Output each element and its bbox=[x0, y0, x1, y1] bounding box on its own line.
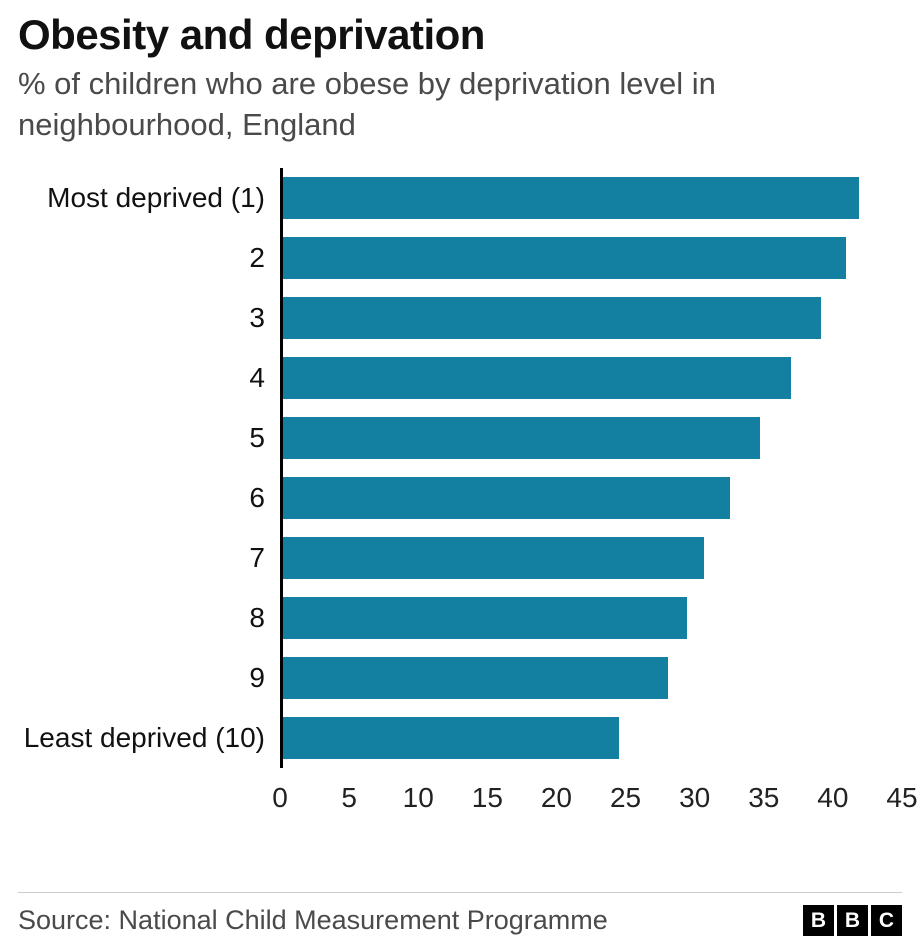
x-tick-label: 25 bbox=[609, 782, 642, 813]
bbc-logo-block: B bbox=[837, 905, 868, 936]
bar bbox=[283, 477, 731, 519]
bar-row: 2 bbox=[18, 228, 902, 288]
category-label: Least deprived (10) bbox=[23, 722, 265, 753]
bar-track bbox=[280, 228, 902, 288]
footer: Source: National Child Measurement Progr… bbox=[18, 892, 902, 936]
bar-rows: Most deprived (1) 2 3 4 5 6 7 8 9 Least deprived … bbox=[18, 168, 902, 768]
category-label: 7 bbox=[249, 542, 265, 573]
x-tick-label: 5 bbox=[341, 782, 357, 813]
bar bbox=[283, 237, 846, 279]
bar-track bbox=[280, 648, 902, 708]
x-tick-label: 0 bbox=[272, 782, 288, 813]
chart-subtitle: % of children who are obese by deprivati… bbox=[18, 66, 716, 143]
bar-row: 9 bbox=[18, 648, 902, 708]
x-tick-label: 35 bbox=[748, 782, 780, 813]
bar bbox=[283, 597, 688, 639]
bar-track bbox=[280, 288, 902, 348]
bar bbox=[283, 537, 704, 579]
category-label: 3 bbox=[249, 302, 265, 333]
bar bbox=[283, 417, 761, 459]
bar-row: 4 bbox=[18, 348, 902, 408]
source-text: Source: National Child Measurement Progr… bbox=[18, 905, 608, 935]
bar bbox=[283, 357, 791, 399]
bar-track bbox=[280, 168, 902, 228]
bar bbox=[283, 177, 860, 219]
x-tick-label: 40 bbox=[817, 782, 849, 813]
bar-row: 7 bbox=[18, 528, 902, 588]
axis-spacer bbox=[18, 778, 280, 824]
bar-track bbox=[280, 528, 902, 588]
bar-row: 5 bbox=[18, 408, 902, 468]
bar-track bbox=[280, 348, 902, 408]
bar-chart: Most deprived (1) 2 3 4 5 6 7 8 9 Least deprived … bbox=[18, 168, 918, 824]
x-tick-label: 15 bbox=[471, 782, 503, 813]
category-label: 6 bbox=[249, 482, 265, 513]
category-label: 2 bbox=[249, 242, 265, 273]
x-tick-label: 45 bbox=[886, 782, 918, 813]
bar-track bbox=[280, 708, 902, 768]
x-axis: 0 5 10 15 20 25 30 35 40 45 bbox=[18, 778, 917, 824]
bbc-logo-block: B bbox=[803, 905, 834, 936]
category-label: 5 bbox=[249, 422, 265, 453]
x-tick-label: 20 bbox=[540, 782, 573, 813]
x-tick-label: 10 bbox=[402, 782, 434, 813]
x-tick-label: 30 bbox=[679, 782, 711, 813]
bbc-logo-block: C bbox=[871, 905, 902, 936]
chart-title: Obesity and deprivation bbox=[18, 11, 485, 58]
bar-row: 3 bbox=[18, 288, 902, 348]
bar-track bbox=[280, 408, 902, 468]
category-label: 9 bbox=[249, 662, 265, 693]
category-label: 4 bbox=[249, 362, 265, 393]
bar bbox=[283, 297, 821, 339]
category-label: 8 bbox=[249, 602, 265, 633]
bar-track bbox=[280, 588, 902, 648]
bar bbox=[283, 717, 619, 759]
bar-row: 6 bbox=[18, 468, 902, 528]
bar-track bbox=[280, 468, 902, 528]
bar-row: Least deprived (10) bbox=[18, 708, 902, 768]
category-label: Most deprived (1) bbox=[47, 182, 265, 213]
bar-row: Most deprived (1) bbox=[18, 168, 902, 228]
bar-row: 8 bbox=[18, 588, 902, 648]
bar bbox=[283, 657, 669, 699]
x-axis-ticks: 0 5 10 15 20 25 30 35 40 45 bbox=[272, 778, 917, 824]
